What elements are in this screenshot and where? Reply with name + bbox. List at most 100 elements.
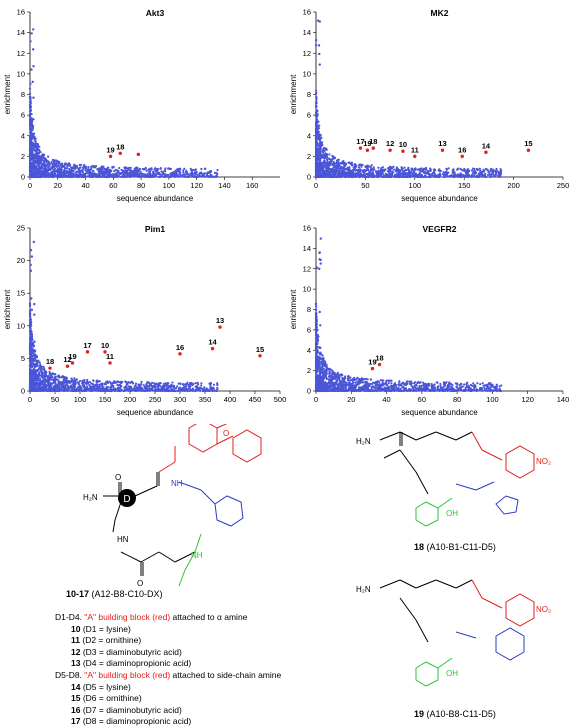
background-point [339, 174, 341, 176]
background-point [31, 124, 33, 126]
background-point [54, 168, 56, 170]
background-point [367, 166, 369, 168]
background-point [83, 381, 85, 383]
background-point [48, 167, 50, 169]
background-point [380, 167, 382, 169]
background-point [87, 166, 89, 168]
background-point [116, 175, 118, 177]
background-point [33, 165, 35, 167]
background-point [55, 378, 57, 380]
background-point [438, 170, 440, 172]
background-point [368, 172, 370, 174]
background-point [79, 380, 81, 382]
background-point [102, 174, 104, 176]
background-point [52, 159, 54, 161]
background-point [331, 174, 333, 176]
background-point [80, 166, 82, 168]
background-point [148, 389, 150, 391]
background-point [213, 390, 215, 392]
background-point [139, 168, 141, 170]
background-point [402, 170, 404, 172]
background-point [323, 147, 325, 149]
background-point [315, 176, 317, 178]
background-point [389, 175, 391, 177]
background-point [154, 175, 156, 177]
background-point [372, 175, 374, 177]
background-point [479, 168, 481, 170]
background-point [87, 383, 89, 385]
background-point [152, 172, 154, 174]
background-point [47, 156, 49, 158]
background-point [79, 164, 81, 166]
background-point [326, 158, 328, 160]
x-tick-label: 20 [54, 181, 62, 190]
background-point [203, 175, 205, 177]
background-point [33, 157, 35, 159]
background-point [56, 160, 58, 162]
background-point [42, 387, 44, 389]
highlight-label: 19 [68, 352, 76, 361]
y-axis-label: enrichment [3, 74, 12, 114]
background-point [167, 387, 169, 389]
background-point [29, 123, 31, 125]
background-point [35, 154, 37, 156]
background-point [124, 170, 126, 172]
background-point [120, 176, 122, 178]
y-tick-label: 2 [21, 152, 25, 161]
background-point [359, 164, 361, 166]
highlight-point [86, 350, 89, 353]
background-point [320, 162, 322, 164]
background-point [318, 160, 320, 162]
background-point [125, 172, 127, 174]
background-point [30, 141, 32, 143]
background-point [135, 389, 137, 391]
background-point [464, 175, 466, 177]
background-point [31, 175, 33, 177]
background-point [341, 166, 343, 168]
background-point [72, 166, 74, 168]
background-point [470, 176, 472, 178]
background-point [32, 167, 34, 169]
background-point [44, 387, 46, 389]
x-tick-label: 100 [163, 181, 176, 190]
background-point [323, 160, 325, 162]
background-point [29, 264, 31, 266]
background-point [72, 383, 74, 385]
background-point [85, 383, 87, 385]
background-point [349, 172, 351, 174]
background-point [403, 167, 405, 169]
background-point [29, 118, 31, 120]
background-point [199, 390, 201, 392]
background-point [116, 381, 118, 383]
background-point [89, 384, 91, 386]
background-point [60, 388, 62, 390]
background-point [71, 389, 73, 391]
background-point [35, 389, 37, 391]
background-point [32, 81, 34, 83]
background-point [454, 175, 456, 177]
background-point [131, 175, 133, 177]
highlight-label: 15 [524, 139, 532, 148]
background-point [91, 390, 93, 392]
background-point [42, 160, 44, 162]
background-point [36, 175, 38, 177]
background-point [38, 367, 40, 369]
background-point [30, 137, 32, 139]
highlight-point [71, 361, 74, 364]
background-point [171, 381, 173, 383]
x-tick-label: 150 [458, 181, 471, 190]
background-point [63, 169, 65, 171]
background-point [200, 384, 202, 386]
background-point [35, 377, 37, 379]
x-tick-label: 250 [557, 181, 570, 190]
background-point [78, 168, 80, 170]
background-point [99, 168, 101, 170]
y-tick-label: 4 [21, 131, 25, 140]
background-point [326, 156, 328, 158]
y-tick-label: 20 [17, 256, 25, 265]
background-point [364, 170, 366, 172]
background-point [123, 167, 125, 169]
background-point [125, 385, 127, 387]
background-point [37, 382, 39, 384]
